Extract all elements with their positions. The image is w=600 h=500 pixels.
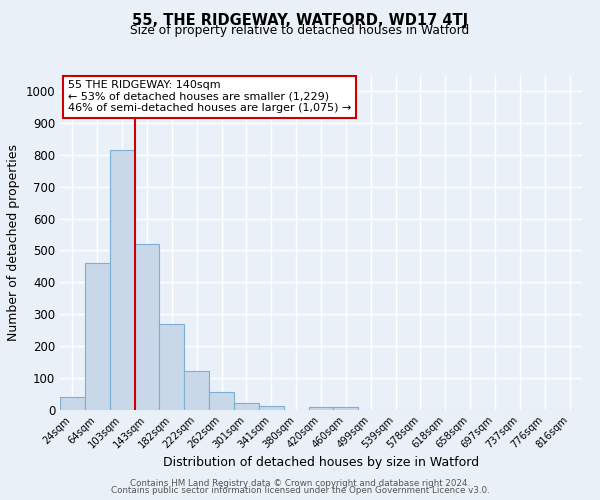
Bar [110, 150, 134, 410]
Text: 55, THE RIDGEWAY, WATFORD, WD17 4TJ: 55, THE RIDGEWAY, WATFORD, WD17 4TJ [132, 12, 468, 28]
Y-axis label: Number of detached properties: Number of detached properties [7, 144, 20, 341]
Bar [209, 392, 234, 410]
Bar [160, 324, 184, 410]
Bar [234, 403, 259, 410]
Text: Size of property relative to detached houses in Watford: Size of property relative to detached ho… [130, 24, 470, 37]
X-axis label: Distribution of detached houses by size in Watford: Distribution of detached houses by size … [163, 456, 479, 469]
Text: 55 THE RIDGEWAY: 140sqm
← 53% of detached houses are smaller (1,229)
46% of semi: 55 THE RIDGEWAY: 140sqm ← 53% of detache… [68, 80, 351, 113]
Text: Contains HM Land Registry data © Crown copyright and database right 2024.: Contains HM Land Registry data © Crown c… [130, 478, 470, 488]
Bar [60, 396, 85, 410]
Bar [85, 263, 110, 410]
Bar [334, 408, 358, 410]
Bar [259, 406, 284, 410]
Bar [308, 407, 334, 410]
Bar [184, 371, 209, 410]
Bar [134, 244, 160, 410]
Text: Contains public sector information licensed under the Open Government Licence v3: Contains public sector information licen… [110, 486, 490, 495]
